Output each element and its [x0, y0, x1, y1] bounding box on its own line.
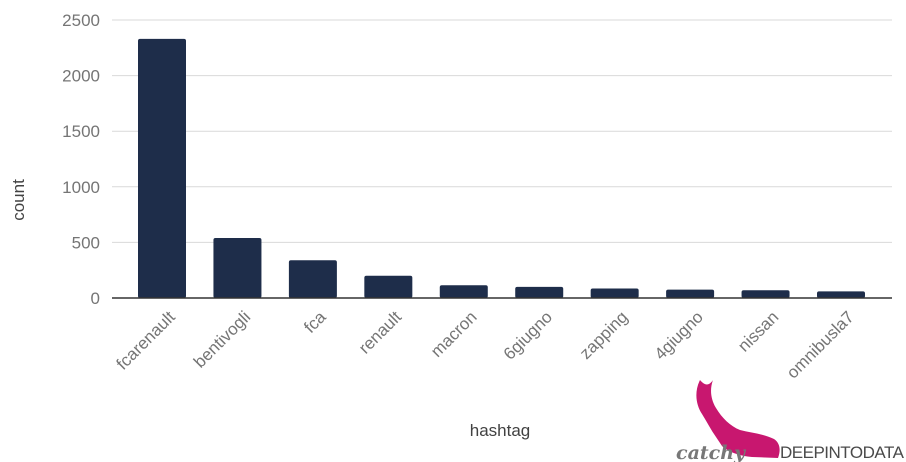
y-tick-label: 500 [72, 233, 100, 252]
bar-fcarenault [138, 38, 186, 299]
bar-4giugno [666, 289, 715, 298]
whale-icon [696, 380, 780, 458]
x-axis-title: hashtag [470, 421, 531, 440]
watermark-text-deepintodata: DEEPINTODATA [780, 443, 905, 462]
bar-zapping [590, 288, 639, 298]
y-tick-label: 1000 [62, 178, 100, 197]
bar-6giugno [515, 286, 564, 298]
y-tick-label: 2500 [62, 11, 100, 30]
bar-renault [364, 275, 413, 298]
x-tick-label: renault [355, 307, 405, 357]
y-axis-title: count [9, 179, 28, 221]
x-tick-label: zapping [576, 307, 632, 363]
y-tick-label: 1500 [62, 122, 100, 141]
y-axis-ticks: 0 500 1000 1500 2000 2500 [62, 11, 100, 308]
watermark-logo: catchy DEEPINTODATA [676, 380, 905, 462]
bar-nissan [741, 290, 790, 298]
x-tick-label: fcarenault [113, 307, 179, 373]
x-tick-label: bentivogli [190, 307, 254, 371]
bar-fca [288, 260, 337, 298]
bar-bentivogli [213, 237, 262, 298]
x-tick-label: 4giugno [651, 307, 707, 363]
x-axis-ticks: fcarenault bentivogli fca renault macron 6giu… [113, 307, 858, 382]
x-tick-label: nissan [734, 307, 782, 355]
bars [138, 38, 865, 299]
y-tick-label: 0 [91, 289, 100, 308]
watermark-text-catchy: catchy [676, 442, 747, 462]
x-tick-label: macron [427, 307, 481, 361]
x-tick-label: fca [300, 307, 330, 337]
y-tick-label: 2000 [62, 67, 100, 86]
bar-macron [439, 285, 488, 298]
gridlines [112, 19, 892, 243]
bar-omnibusla7 [817, 291, 865, 298]
x-tick-label: 6giugno [500, 307, 556, 363]
x-tick-label: omnibusla7 [783, 307, 858, 382]
